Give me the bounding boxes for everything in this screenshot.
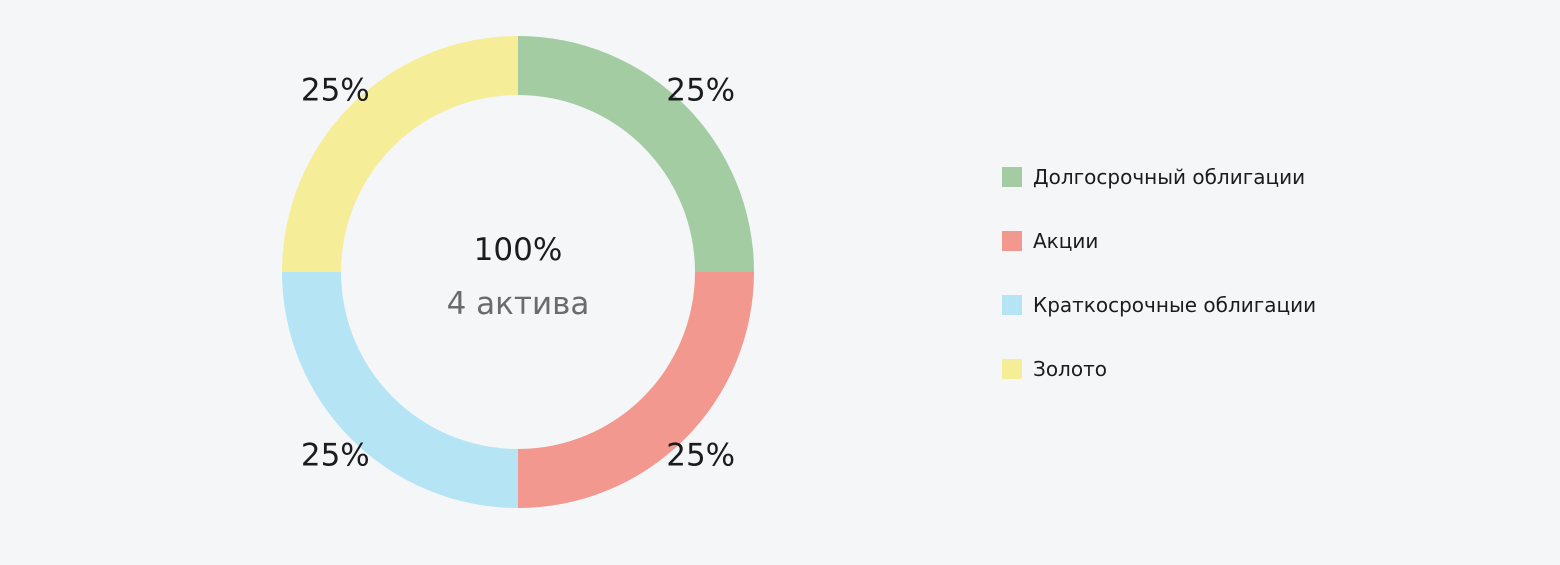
- slice-label-0: 25%: [666, 72, 735, 108]
- donut-slice-1: [518, 272, 754, 508]
- legend: Долгосрочный облигации Акции Краткосрочные…: [1002, 163, 1316, 419]
- center-total: 100%: [474, 232, 563, 268]
- legend-item-3: Золото: [1002, 355, 1316, 383]
- legend-swatch: [1002, 231, 1022, 251]
- legend-swatch: [1002, 359, 1022, 379]
- legend-label: Долгосрочный облигации: [1033, 165, 1306, 189]
- legend-swatch: [1002, 167, 1022, 187]
- slice-label-2: 25%: [301, 438, 370, 474]
- legend-label: Краткосрочные облигации: [1033, 293, 1317, 317]
- legend-item-2: Краткосрочные облигации: [1002, 291, 1316, 319]
- legend-item-1: Акции: [1002, 227, 1316, 255]
- legend-item-0: Долгосрочный облигации: [1002, 163, 1316, 191]
- donut-slice-2: [282, 272, 518, 508]
- slice-label-1: 25%: [666, 438, 735, 474]
- legend-swatch: [1002, 295, 1022, 315]
- legend-label: Акции: [1033, 229, 1099, 253]
- slice-label-3: 25%: [301, 72, 370, 108]
- donut-slices: [282, 36, 754, 508]
- donut-slice-0: [518, 36, 754, 272]
- legend-label: Золото: [1033, 357, 1107, 381]
- donut-slice-3: [282, 36, 518, 272]
- slice-labels: 25% 25% 25% 25%: [301, 72, 735, 473]
- center-subtitle: 4 актива: [447, 286, 590, 322]
